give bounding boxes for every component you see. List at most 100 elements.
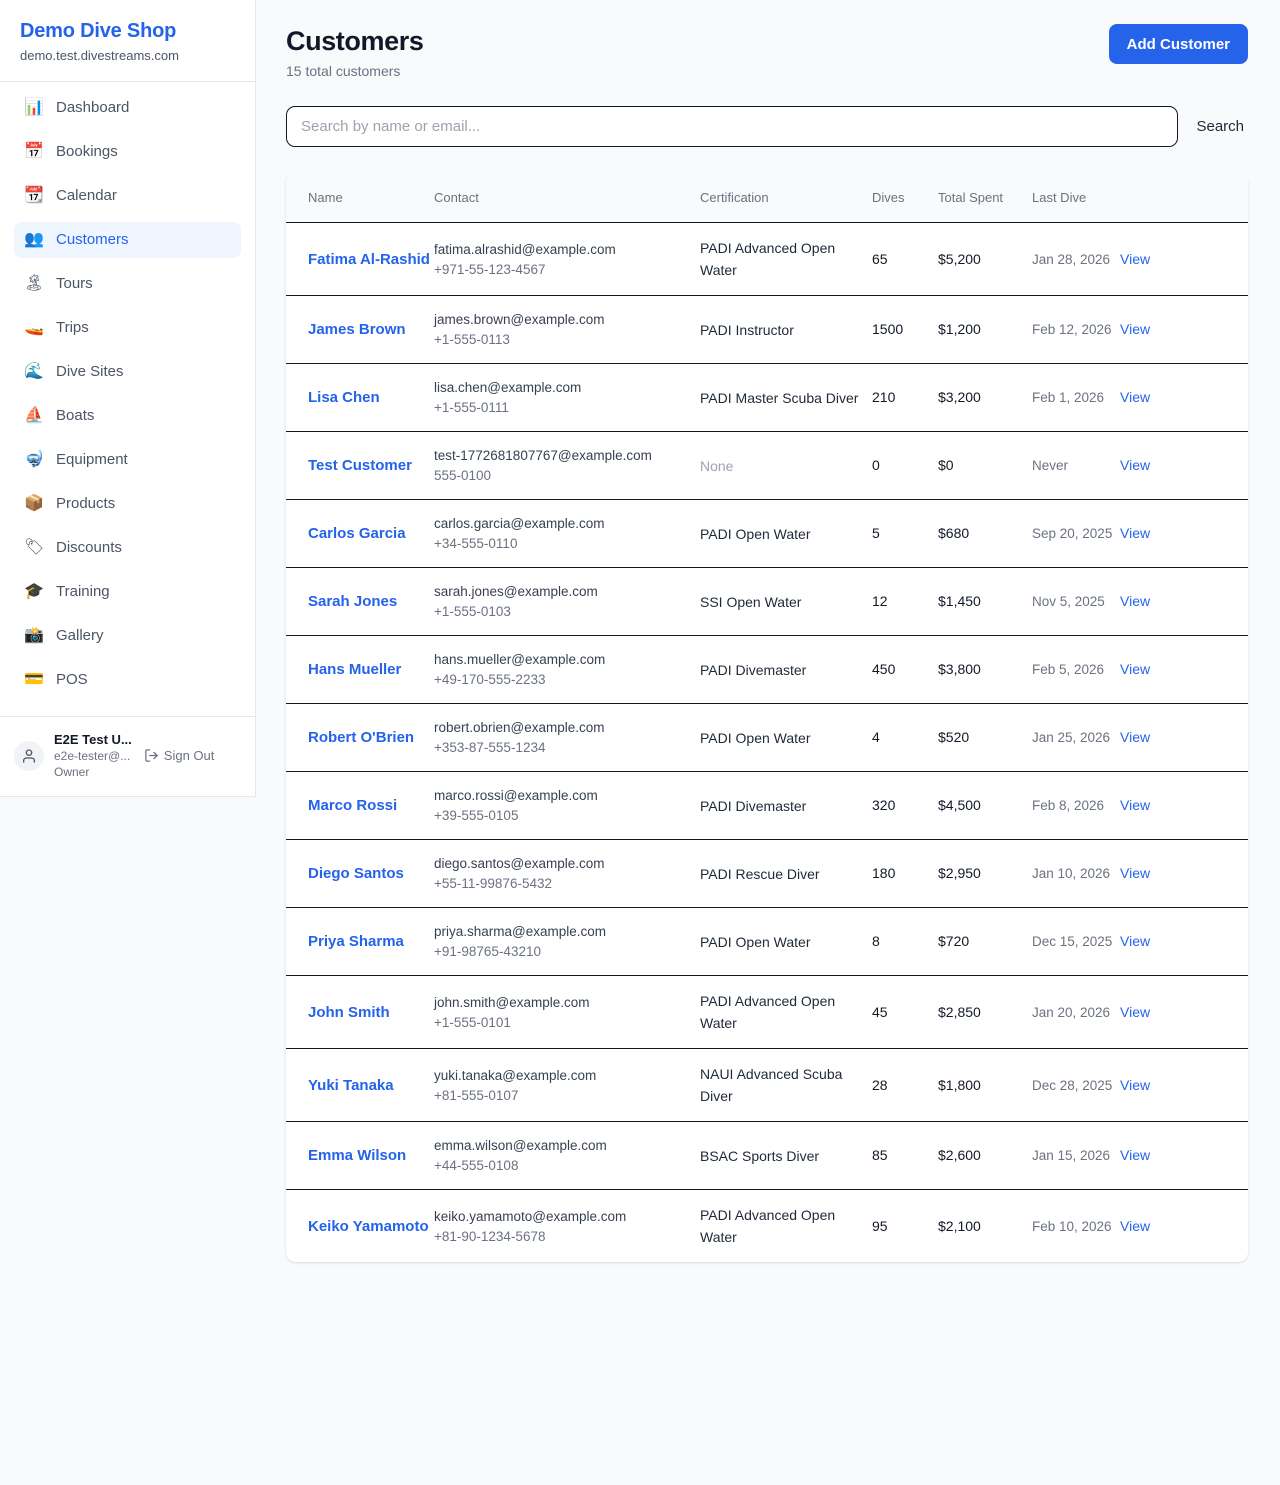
cell-last-dive: Jan 15, 2026 [1032,1121,1120,1190]
cell-actions: View [1120,975,1248,1049]
total-spent-value: $2,950 [938,865,981,881]
cell-name: Keiko Yamamoto [286,1190,434,1263]
sidebar-item-label: Bookings [56,143,118,160]
cell-actions: View [1120,222,1248,296]
view-link[interactable]: View [1120,797,1151,813]
view-link[interactable]: View [1120,457,1151,473]
view-link[interactable]: View [1120,1076,1151,1093]
customer-name-link[interactable]: Fatima Al-Rashid [308,250,430,268]
view-link[interactable]: View [1120,729,1151,745]
cell-contact: lisa.chen@example.com +1-555-0111 [434,363,700,432]
column-header-contact[interactable]: Contact [434,173,700,223]
sign-out-button[interactable]: Sign Out [144,748,214,763]
cell-certification: NAUI Advanced Scuba Diver [700,1048,872,1122]
view-link[interactable]: View [1120,1147,1151,1163]
customer-name-link[interactable]: Emma Wilson [308,1147,407,1164]
user-email: e2e-tester@... [54,749,131,763]
customer-name-link[interactable]: Yuki Tanaka [308,1076,394,1094]
customer-name-link[interactable]: Robert O'Brien [308,729,415,746]
view-link[interactable]: View [1120,389,1151,405]
customer-email: john.smith@example.com [434,994,590,1010]
total-spent-value: $4,500 [938,797,981,813]
customer-name-link[interactable]: Lisa Chen [308,389,380,406]
tag-icon: 🏷 [24,539,45,556]
sidebar-item-trips[interactable]: 🚤 Trips [14,310,241,346]
search-button[interactable]: Search [1192,118,1248,135]
view-link[interactable]: View [1120,865,1151,881]
sidebar-item-training[interactable]: 🎓 Training [14,574,241,610]
view-link[interactable]: View [1120,250,1151,267]
customer-name-link[interactable]: Carlos Garcia [308,525,406,542]
customer-name-link[interactable]: James Brown [308,321,406,338]
cell-certification: PADI Advanced Open Water [700,975,872,1049]
dives-value: 45 [872,1003,888,1020]
dives-value: 450 [872,661,896,677]
column-header-total-spent[interactable]: Total Spent [938,173,1032,223]
view-link[interactable]: View [1120,593,1151,609]
cell-last-dive: Jan 10, 2026 [1032,839,1120,908]
user-role: Owner [54,765,90,779]
certification-value: None [700,457,734,474]
total-spent-value: $2,600 [938,1147,981,1163]
sidebar-item-boats[interactable]: ⛵ Boats [14,398,241,434]
cell-name: John Smith [286,975,434,1049]
customer-name-link[interactable]: Diego Santos [308,865,404,882]
customer-name-link[interactable]: Keiko Yamamoto [308,1217,429,1235]
customer-phone: +55-11-99876-5432 [434,876,552,891]
table-row: Robert O'Brien robert.obrien@example.com +… [286,703,1248,772]
column-header-certification[interactable]: Certification [700,173,872,223]
table-row: Lisa Chen lisa.chen@example.com +1-555-011… [286,363,1248,432]
table-row: John Smith john.smith@example.com +1-555-0… [286,975,1248,1049]
column-header-last-dive[interactable]: Last Dive [1032,173,1120,223]
sidebar-item-gallery[interactable]: 📸 Gallery [14,618,241,654]
customer-name-link[interactable]: Sarah Jones [308,593,398,610]
view-link[interactable]: View [1120,321,1151,337]
sidebar-item-label: Discounts [56,539,122,556]
view-link[interactable]: View [1120,525,1151,541]
column-header-dives[interactable]: Dives [872,173,938,223]
cell-name: Hans Mueller [286,635,434,704]
sidebar-item-equipment[interactable]: 🤿 Equipment [14,442,241,478]
column-header-actions [1120,173,1248,223]
view-link[interactable]: View [1120,1003,1151,1020]
customer-name-link[interactable]: John Smith [308,1003,390,1021]
view-link[interactable]: View [1120,933,1151,949]
cell-actions: View [1120,1048,1248,1122]
table-row: Carlos Garcia carlos.garcia@example.com +3… [286,499,1248,568]
add-customer-button[interactable]: Add Customer [1108,24,1248,64]
cell-name: Marco Rossi [286,771,434,840]
total-spent-value: $720 [938,933,970,949]
table-header-row: Name Contact Certification Dives Total S… [286,173,1248,223]
total-spent-value: $1,450 [938,593,981,609]
sidebar-item-bookings[interactable]: 📅 Bookings [14,134,241,170]
cell-total-spent: $1,450 [938,567,1032,636]
credit-card-icon: 💳 [24,671,44,688]
customer-name-link[interactable]: Hans Mueller [308,661,402,678]
view-link[interactable]: View [1120,1217,1151,1234]
certification-value: PADI Master Scuba Diver [700,389,859,406]
sidebar-item-pos[interactable]: 💳 POS [14,662,241,698]
sidebar-item-calendar[interactable]: 📆 Calendar [14,178,241,214]
wave-icon: 🌊 [24,363,44,380]
search-input[interactable] [286,106,1179,147]
sidebar-item-dive-sites[interactable]: 🌊 Dive Sites [14,354,241,390]
customer-name-link[interactable]: Test Customer [308,457,412,474]
sidebar-item-tours[interactable]: 🏝 Tours [14,266,241,302]
cell-last-dive: Nov 5, 2025 [1032,567,1120,636]
brand-block[interactable]: Demo Dive Shop demo.test.divestreams.com [0,0,255,82]
cell-contact: diego.santos@example.com +55-11-99876-543… [434,839,700,908]
sidebar-item-products[interactable]: 📦 Products [14,486,241,522]
sidebar-item-dashboard[interactable]: 📊 Dashboard [14,90,241,126]
cell-last-dive: Jan 28, 2026 [1032,222,1120,296]
cell-total-spent: $2,850 [938,975,1032,1049]
cell-actions: View [1120,839,1248,908]
sidebar-item-customers[interactable]: 👥 Customers [14,222,241,258]
sidebar-item-discounts[interactable]: 🏷 Discounts [14,530,241,566]
customer-name-link[interactable]: Marco Rossi [308,797,398,814]
view-link[interactable]: View [1120,661,1151,677]
column-header-name[interactable]: Name [286,173,434,223]
cell-last-dive: Jan 20, 2026 [1032,975,1120,1049]
customer-name-link[interactable]: Priya Sharma [308,933,404,950]
cell-certification: PADI Divemaster [700,635,872,704]
